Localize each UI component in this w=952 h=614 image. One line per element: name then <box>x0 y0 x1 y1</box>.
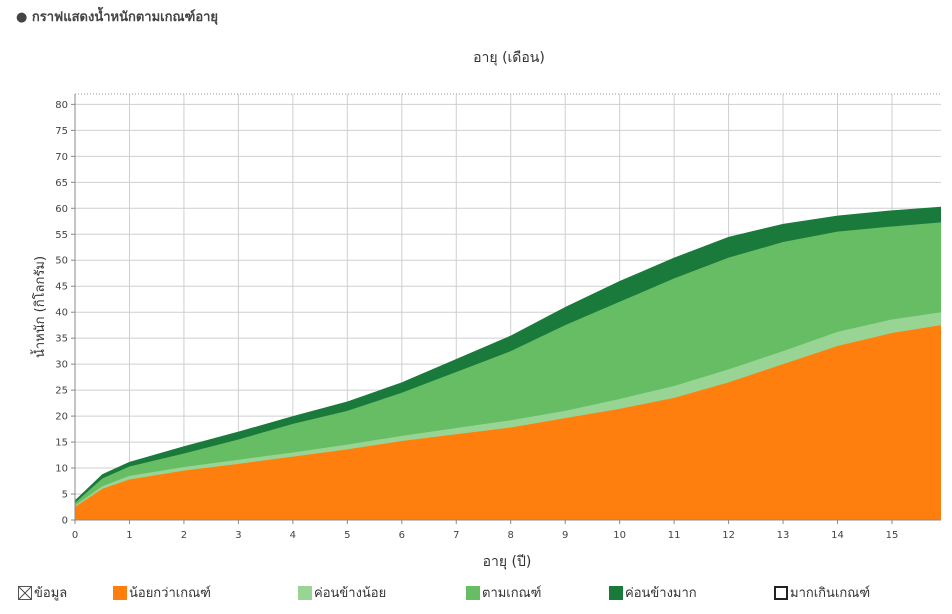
y-tick-label: 10 <box>55 464 68 475</box>
x-tick-label: 7 <box>453 530 459 541</box>
y-tick-label: 50 <box>55 256 68 267</box>
legend-item[interactable]: ข้อมูล <box>18 582 67 603</box>
x-tick-label: 3 <box>235 530 241 541</box>
x-tick-label: 6 <box>399 530 405 541</box>
x-tick-label: 13 <box>777 530 790 541</box>
x-tick-label: 2 <box>181 530 187 541</box>
y-tick-label: 75 <box>55 126 68 137</box>
area-0 <box>75 325 941 520</box>
y-tick-label: 65 <box>55 178 68 189</box>
y-tick-label: 80 <box>55 100 68 111</box>
legend-swatch <box>466 585 480 600</box>
legend-item[interactable]: น้อยกว่าเกณฑ์ <box>113 582 211 603</box>
legend-swatch <box>298 585 312 600</box>
y-tick-label: 55 <box>55 230 68 241</box>
y-tick-label: 30 <box>55 360 68 371</box>
x-tick-label: 14 <box>831 530 844 541</box>
y-tick-label: 5 <box>62 490 68 501</box>
x-tick-label: 4 <box>290 530 296 541</box>
y-tick-label: 70 <box>55 152 68 163</box>
legend-label: ค่อนข้างน้อย <box>314 586 387 601</box>
legend-label: ค่อนข้างมาก <box>625 586 697 601</box>
checkbox-cross-icon <box>18 585 32 600</box>
legend-label: มากเกินเกณฑ์ <box>790 586 871 601</box>
x-axis-title: อายุ (ปี) <box>483 554 532 570</box>
x-tick-label: 10 <box>613 530 626 541</box>
y-tick-label: 40 <box>55 308 68 319</box>
x-tick-label: 12 <box>722 530 735 541</box>
y-tick-label: 25 <box>55 386 68 397</box>
y-tick-label: 15 <box>55 438 68 449</box>
y-tick-label: 20 <box>55 412 68 423</box>
legend-item[interactable]: ค่อนข้างมาก <box>609 582 697 603</box>
x-tick-label: 9 <box>562 530 568 541</box>
x-tick-label: 1 <box>126 530 132 541</box>
legend-label: ข้อมูล <box>34 586 68 601</box>
y-tick-label: 60 <box>55 204 68 215</box>
chart-header: ● กราฟแสดงน้ำหนักตามเกณฑ์อายุ <box>16 10 219 25</box>
x-tick-label: 8 <box>508 530 514 541</box>
y-tick-label: 45 <box>55 282 68 293</box>
legend-swatch <box>609 585 623 600</box>
legend-label: น้อยกว่าเกณฑ์ <box>129 586 211 601</box>
top-axis-title: อายุ (เดือน) <box>473 50 545 66</box>
legend-item[interactable]: มากเกินเกณฑ์ <box>774 582 870 603</box>
legend-label: ตามเกณฑ์ <box>482 586 542 601</box>
x-tick-label: 11 <box>668 530 681 541</box>
x-tick-label: 15 <box>886 530 899 541</box>
x-tick-label: 5 <box>344 530 350 541</box>
y-tick-label: 0 <box>62 516 68 527</box>
y-axis-title: น้ำหนัก (กิโลกรัม) <box>30 256 48 358</box>
legend-item[interactable]: ค่อนข้างน้อย <box>298 582 386 603</box>
y-tick-label: 35 <box>55 334 68 345</box>
chart-legend: ข้อมูล น้อยกว่าเกณฑ์ ค่อนข้างน้อย ตามเกณฑ์ ค… <box>0 578 952 604</box>
legend-swatch <box>113 585 127 600</box>
legend-item[interactable]: ตามเกณฑ์ <box>466 582 541 603</box>
legend-swatch <box>774 585 788 600</box>
x-tick-label: 0 <box>72 530 78 541</box>
